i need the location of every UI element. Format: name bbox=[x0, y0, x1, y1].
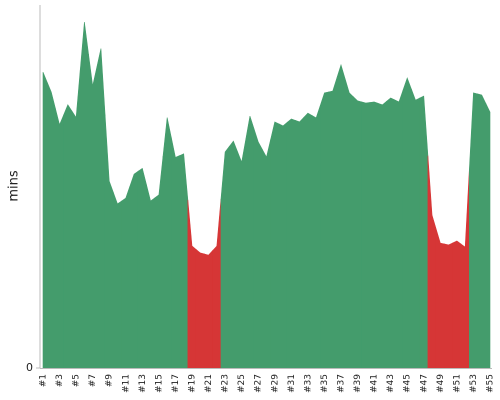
area-segment bbox=[79, 22, 89, 369]
area-segment bbox=[369, 101, 379, 369]
x-tick-label: #27 bbox=[254, 374, 264, 393]
x-tick-label: #21 bbox=[204, 374, 214, 393]
x-tick-label: #19 bbox=[188, 374, 198, 393]
area-segment bbox=[104, 114, 114, 369]
area-segment bbox=[344, 78, 354, 369]
area-segment bbox=[460, 169, 470, 369]
area-segment bbox=[55, 108, 64, 369]
x-tick-label: #13 bbox=[138, 374, 148, 393]
x-tick-label: #49 bbox=[436, 374, 446, 393]
x-tick-label: #9 bbox=[105, 374, 115, 388]
area-segment bbox=[179, 153, 189, 369]
x-tick-label: #7 bbox=[88, 374, 98, 387]
area-segment bbox=[444, 242, 454, 369]
x-tick-label: #37 bbox=[337, 374, 347, 393]
x-tick-label: #43 bbox=[386, 374, 396, 393]
y-tick-label: 0 bbox=[26, 361, 33, 374]
area-segment bbox=[386, 97, 396, 369]
area-segment bbox=[63, 104, 73, 369]
x-tick-label: #29 bbox=[270, 374, 280, 393]
x-tick-label: #47 bbox=[419, 374, 429, 393]
area-segment bbox=[237, 139, 247, 369]
x-tick-label: #1 bbox=[39, 374, 49, 387]
area-segment bbox=[71, 69, 81, 369]
area-segment bbox=[411, 88, 420, 369]
area-segment bbox=[377, 100, 387, 369]
area-segment bbox=[452, 240, 462, 369]
area-segment bbox=[295, 116, 305, 369]
x-tick-label: #35 bbox=[320, 374, 330, 393]
area-segment bbox=[278, 121, 288, 369]
area-segment bbox=[187, 199, 197, 369]
x-tick-label: #39 bbox=[353, 374, 363, 393]
area-segment bbox=[121, 186, 131, 369]
x-tick-label: #3 bbox=[55, 374, 65, 387]
area-segment bbox=[485, 103, 491, 369]
area-segment bbox=[113, 192, 122, 369]
x-tick-label: #41 bbox=[370, 374, 380, 393]
x-tick-label: #11 bbox=[121, 374, 131, 393]
area-segment bbox=[137, 167, 147, 369]
x-tick-label: #23 bbox=[221, 374, 231, 393]
x-tick-label: #55 bbox=[486, 374, 496, 393]
area-segment bbox=[245, 115, 255, 369]
area-segment bbox=[129, 170, 139, 369]
y-axis-label: mins bbox=[7, 170, 22, 202]
x-tick-label: #5 bbox=[72, 374, 82, 387]
area-segment bbox=[253, 128, 263, 369]
area-segment bbox=[228, 140, 238, 369]
area-segment bbox=[353, 96, 362, 369]
area-segment bbox=[427, 155, 437, 369]
area-segment bbox=[286, 118, 296, 369]
area-segment bbox=[171, 137, 180, 369]
area-segment bbox=[88, 53, 98, 369]
area-segment bbox=[146, 184, 156, 369]
area-segment bbox=[154, 156, 164, 369]
area-segment bbox=[320, 91, 329, 369]
area-segment bbox=[402, 77, 412, 369]
area-segment bbox=[212, 198, 222, 369]
area-segment bbox=[361, 101, 371, 369]
area-segment bbox=[96, 48, 106, 369]
x-tick-label: #25 bbox=[237, 374, 247, 393]
area-segment bbox=[469, 92, 478, 369]
area-segment bbox=[220, 145, 230, 369]
area-segment bbox=[419, 95, 429, 369]
x-tick-label: #15 bbox=[154, 374, 164, 393]
area-segment bbox=[328, 77, 338, 369]
area-segment bbox=[42, 72, 48, 369]
x-tick-label: #31 bbox=[287, 374, 297, 393]
area-segment bbox=[435, 229, 445, 369]
area-segment bbox=[195, 248, 205, 369]
area-segment bbox=[46, 82, 56, 369]
x-tick-label: #53 bbox=[469, 374, 479, 393]
area-segment bbox=[303, 112, 313, 369]
area-segment bbox=[162, 117, 172, 369]
x-tick-label: #51 bbox=[452, 374, 462, 393]
area-segment bbox=[394, 89, 404, 369]
x-tick-label: #17 bbox=[171, 374, 181, 393]
area-segment bbox=[477, 93, 487, 369]
area-segment bbox=[336, 63, 346, 369]
x-tick-label: #45 bbox=[403, 374, 413, 393]
area-segment bbox=[311, 105, 321, 369]
area-segment bbox=[204, 249, 213, 369]
area-segment bbox=[270, 121, 280, 369]
x-tick-label: #33 bbox=[303, 374, 313, 393]
area-segment bbox=[262, 139, 271, 369]
